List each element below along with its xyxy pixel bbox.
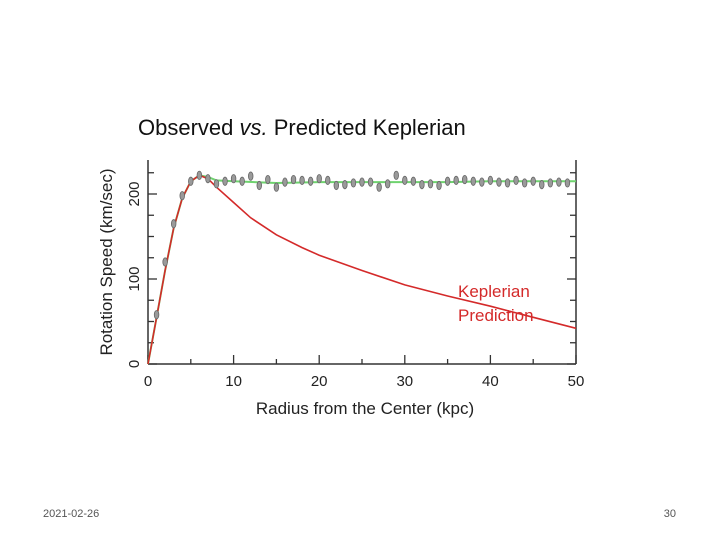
observation-point [470,176,476,186]
observation-point [205,174,211,184]
observation-point [222,176,228,186]
keplerian-annotation-line1: Keplerian [458,282,530,301]
observation-point [393,170,399,180]
y-tick-label: 100 [126,266,143,291]
observation-point [188,176,194,186]
observation-point [384,179,391,189]
observation-point [307,176,314,186]
observation-point [419,180,425,190]
observation-point [436,180,442,191]
observation-point [367,177,374,187]
footer-date: 2021-02-26 [43,508,100,520]
observation-point [504,178,511,188]
keplerian-prediction-line [147,174,577,365]
y-axis-label: Rotation Speed (km/sec) [97,168,116,355]
observation-point [410,176,417,186]
observation-point [564,178,571,188]
observation-point [521,178,528,188]
observation-point [333,180,340,191]
keplerian-annotation-line2: Prediction [458,306,534,325]
observation-point [479,177,485,187]
observed-fit-line [147,174,576,365]
observation-point [265,174,271,185]
observation-point [256,180,262,191]
x-axis-label: Radius from the Center (kpc) [256,399,474,418]
observation-point [462,174,468,185]
observation-point [230,174,237,184]
observation-point [427,179,434,189]
observation-point [444,176,451,186]
observation-point [153,310,160,320]
observation-point [316,174,322,184]
plot-area: 0 10 20 30 40 50 0 100 200 [126,160,584,390]
observation-point [350,178,357,188]
observation-point [290,174,297,185]
observation-point [402,175,408,185]
observation-point [179,191,185,201]
observation-point [170,219,177,229]
chart-title: Observed vs. Predicted Keplerian [138,115,466,140]
observation-point [248,171,254,181]
observation-point [530,176,536,186]
x-tick-label: 50 [568,373,585,390]
observation-point [196,170,203,180]
observation-point [359,177,365,187]
observation-point [342,180,348,190]
observation-point [547,178,554,188]
page-number: 30 [663,508,676,520]
observation-point [376,182,382,192]
observation-point [487,175,494,185]
observation-point [162,257,168,267]
observation-point [513,175,519,185]
x-tick-label: 40 [482,373,499,390]
observation-point [299,175,305,185]
observation-point [556,177,562,187]
observation-point [325,175,331,185]
observation-point [239,176,245,186]
observation-point [213,179,220,189]
observation-point [539,180,545,190]
observation-point [273,182,280,192]
y-tick-label: 200 [126,181,143,206]
observation-point [496,177,502,187]
x-tick-label: 30 [396,373,413,390]
observation-point [453,175,459,185]
x-tick-label: 20 [311,373,328,390]
observation-point [282,177,288,187]
x-tick-label: 0 [144,373,152,390]
x-tick-label: 10 [225,373,242,390]
y-tick-label: 0 [126,360,143,368]
